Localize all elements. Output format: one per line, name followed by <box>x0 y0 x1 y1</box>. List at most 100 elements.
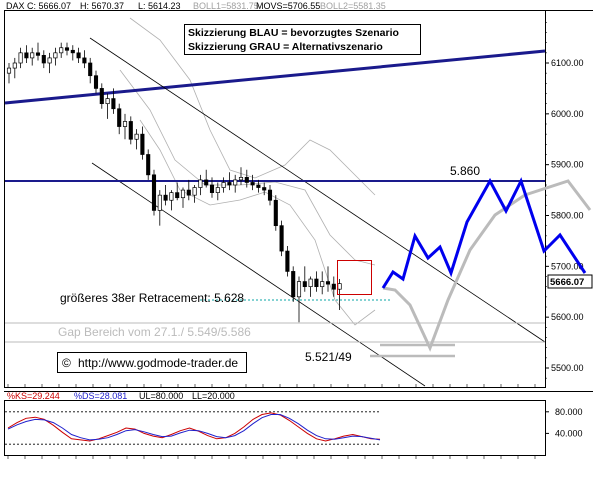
candle-body <box>267 189 273 201</box>
copyright-symbol: © <box>62 356 71 370</box>
candle-body <box>70 49 75 54</box>
y-tick-label-5700: 5700.00 <box>551 261 584 271</box>
scenario-legend-blue: Skizzierung BLAU = bevorzugtes Szenario <box>188 27 399 39</box>
candle-body <box>250 182 255 186</box>
header-low: L: 5614.23 <box>138 1 181 11</box>
candle-body <box>47 57 52 64</box>
candle-body <box>244 177 249 183</box>
candle-body <box>140 133 145 155</box>
consolidation-box <box>337 260 372 295</box>
candle-body <box>169 192 174 201</box>
stoch-y-tick-label-80: 80.000 <box>555 407 583 417</box>
y-tick-label-5500: 5500.00 <box>551 363 584 373</box>
candle-body <box>285 250 290 272</box>
y-tick-label-6100: 6100.00 <box>551 58 584 68</box>
last-price-label: 5666.07 <box>550 277 584 288</box>
candle-body <box>314 278 319 288</box>
level-5521-label: 5.521/49 <box>305 350 352 364</box>
candle-body <box>302 281 307 288</box>
candle-body <box>291 271 296 298</box>
stoch-ks-label: %KS=29.244 <box>7 391 60 401</box>
candle-body <box>93 75 99 89</box>
candle-body <box>128 121 133 140</box>
candle-body <box>117 108 122 127</box>
candle-body <box>6 67 12 74</box>
stoch-y-axis: 80.000 40.000 <box>545 407 583 438</box>
stoch-line-ks <box>7 412 381 442</box>
candle-body <box>337 283 342 290</box>
copyright-box <box>57 352 247 373</box>
bollinger-mid <box>119 69 376 266</box>
stoch-ll-label: LL=20.000 <box>192 391 235 401</box>
candle-body <box>99 88 104 105</box>
candle-body <box>35 52 41 56</box>
url-label: http://www.godmode-trader.de <box>78 356 238 370</box>
candle-body <box>122 121 128 127</box>
candle-body <box>59 47 64 54</box>
candle-body <box>151 174 157 211</box>
candle-body <box>53 52 58 59</box>
scenario-legend-box <box>184 24 421 55</box>
downtrend-channel-lower <box>91 162 426 387</box>
gap-label: Gap Bereich vom 27.1./ 5.549/5.586 <box>58 325 251 339</box>
candle-body <box>209 184 215 193</box>
candle-body <box>221 182 226 188</box>
y-tick-label-5900: 5900.00 <box>551 160 584 170</box>
candle-body <box>88 62 93 77</box>
candle-body <box>233 179 238 186</box>
candle-body <box>273 199 278 227</box>
level-5860-label: 5.860 <box>450 164 480 178</box>
candle-body <box>12 62 17 69</box>
candle-body <box>30 52 35 59</box>
candle-body <box>175 192 180 199</box>
stoch-y-tick-label-40: 40.000 <box>555 428 583 438</box>
candle-body <box>64 47 70 51</box>
scenario-blue-path <box>381 177 587 289</box>
stoch-ul-label: UL=80.000 <box>139 391 183 401</box>
stochastic-panel <box>5 411 381 445</box>
bollinger-lower <box>139 119 376 326</box>
candle-body <box>180 189 186 199</box>
blue-upward-trendline <box>4 49 546 105</box>
header-movs: MOVS=5706.55 <box>256 1 320 11</box>
x-axis-ticks <box>7 384 536 459</box>
bollinger-upper <box>129 17 376 196</box>
candle-body <box>238 177 244 181</box>
candlestick-series <box>6 42 342 323</box>
candle-body <box>262 187 267 191</box>
y-tick-label-5600: 5600.00 <box>551 312 584 322</box>
candle-body <box>198 179 203 188</box>
header-high: H: 5670.37 <box>80 1 124 11</box>
downtrend-channel-upper <box>89 37 546 343</box>
candle-body <box>163 194 168 201</box>
candle-body <box>111 98 116 110</box>
scenario-legend-gray: Skizzierung GRAU = Alternativszenario <box>188 41 383 53</box>
trendlines <box>4 37 546 387</box>
retracement-label: größeres 38er Retracement: 5.628 <box>60 291 244 305</box>
y-tick-label-5800: 5800.00 <box>551 211 584 221</box>
header-boll1: BOLL1=5831.75 <box>193 1 259 11</box>
candle-body <box>331 283 336 290</box>
stoch-line-ds <box>7 414 381 441</box>
candle-body <box>296 281 302 298</box>
y-axis: 6100.00 6000.00 5900.00 5800.00 5700.00 5600.… <box>545 22 584 379</box>
stoch-ds-label: %DS=28.081 <box>74 391 127 401</box>
candle-body <box>24 52 29 59</box>
candle-body <box>134 133 139 140</box>
candle-body <box>192 187 197 196</box>
scenario-gray-path <box>382 179 592 352</box>
header-boll2: BOLL2=5581.35 <box>320 1 386 11</box>
candle-body <box>325 281 331 285</box>
y-tick-label-6000: 6000.00 <box>551 109 584 119</box>
last-price-box <box>547 274 593 289</box>
candle-body <box>308 278 313 288</box>
stoch-plot-frame <box>4 400 546 456</box>
candle-body <box>204 179 209 186</box>
bollinger-bands <box>119 17 376 326</box>
candle-body <box>227 182 232 186</box>
candle-body <box>186 189 191 196</box>
candle-body <box>41 55 46 64</box>
candle-body <box>76 52 81 59</box>
